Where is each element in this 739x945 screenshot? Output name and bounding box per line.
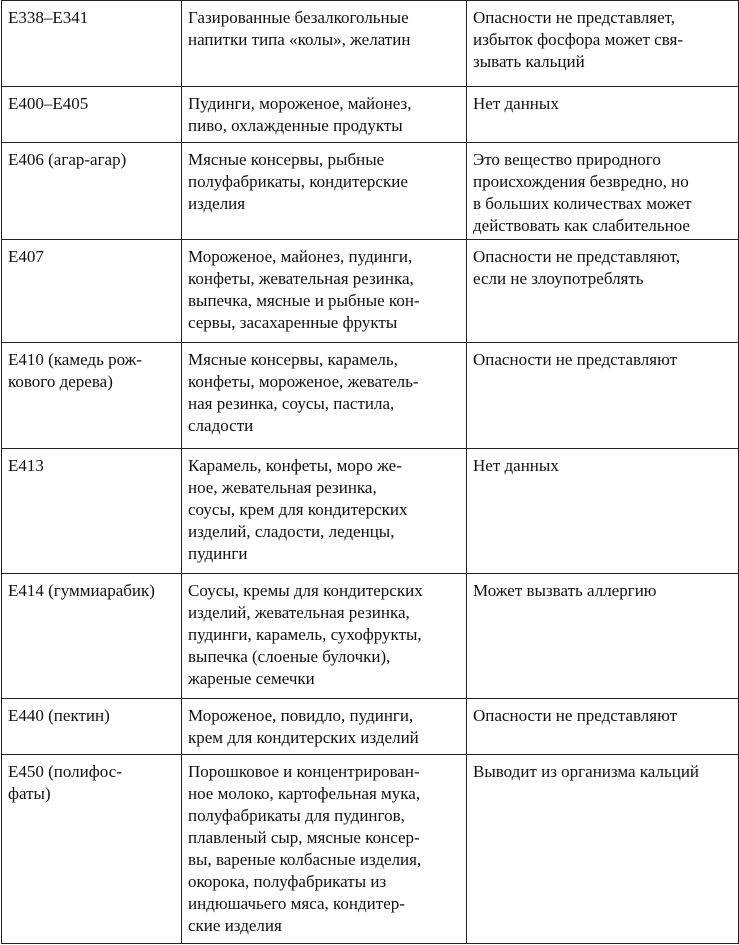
- additive-code: Е406 (агар-агар): [1, 142, 182, 240]
- additive-products: Мясные консервы, рыбные полуфабрикаты, к…: [181, 142, 467, 240]
- additive-products: Соусы, кремы для кондитерских изделий, ж…: [181, 573, 467, 699]
- additive-products: Мороженое, майонез, пудинги, конфеты, же…: [181, 239, 467, 343]
- additive-code: Е407: [1, 239, 182, 343]
- additive-code: Е414 (гуммиарабик): [1, 573, 182, 699]
- table-row: Е450 (полифос- фаты) Порошковое и концен…: [1, 754, 739, 944]
- additive-products: Мороженое, повидло, пудинги, крем для ко…: [181, 698, 467, 755]
- additive-effect: Опасности не представляют: [466, 342, 739, 449]
- table-row: Е338–Е341 Газированные безалкогольные на…: [1, 0, 739, 87]
- additive-products: Карамель, конфеты, моро же- ное, жевател…: [181, 448, 467, 574]
- table-row: Е440 (пектин) Мороженое, повидло, пудинг…: [1, 698, 739, 755]
- additive-code: Е410 (камедь рож- кового дерева): [1, 342, 182, 449]
- additive-products: Порошковое и концентрирован- ное молоко,…: [181, 754, 467, 944]
- additive-code: Е450 (полифос- фаты): [1, 754, 182, 944]
- additive-products: Мясные консервы, карамель, конфеты, моро…: [181, 342, 467, 449]
- table-row: Е410 (камедь рож- кового дерева) Мясные …: [1, 342, 739, 449]
- additive-products: Газированные безалкогольные напитки типа…: [181, 0, 467, 87]
- additive-effect: Нет данных: [466, 448, 739, 574]
- additive-effect: Выводит из организма кальций: [466, 754, 739, 944]
- additive-effect: Нет данных: [466, 86, 739, 143]
- table-row: Е400–Е405 Пудинги, мороженое, майонез, п…: [1, 86, 739, 143]
- additive-effect: Опасности не представляет, избыток фосфо…: [466, 0, 739, 87]
- additive-effect: Может вызвать аллергию: [466, 573, 739, 699]
- additive-code: Е338–Е341: [1, 0, 182, 87]
- table-row: Е413 Карамель, конфеты, моро же- ное, же…: [1, 448, 739, 574]
- additive-code: Е440 (пектин): [1, 698, 182, 755]
- additive-products: Пудинги, мороженое, майонез, пиво, охлаж…: [181, 86, 467, 143]
- additive-effect: Опасности не представляют: [466, 698, 739, 755]
- table-row: Е414 (гуммиарабик) Соусы, кремы для конд…: [1, 573, 739, 699]
- additive-code: Е413: [1, 448, 182, 574]
- table-row: Е407 Мороженое, майонез, пудинги, конфет…: [1, 239, 739, 343]
- table-row: Е406 (агар-агар) Мясные консервы, рыбные…: [1, 142, 739, 240]
- additive-code: Е400–Е405: [1, 86, 182, 143]
- additive-effect: Это вещество природного происхождения бе…: [466, 142, 739, 240]
- additive-effect: Опасности не представляют, если не злоуп…: [466, 239, 739, 343]
